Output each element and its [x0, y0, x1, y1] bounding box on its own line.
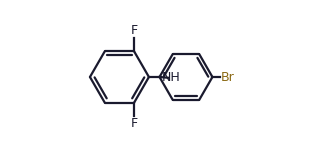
Text: Br: Br [221, 71, 235, 83]
Text: NH: NH [162, 71, 181, 83]
Text: F: F [131, 117, 138, 130]
Text: F: F [131, 24, 138, 37]
